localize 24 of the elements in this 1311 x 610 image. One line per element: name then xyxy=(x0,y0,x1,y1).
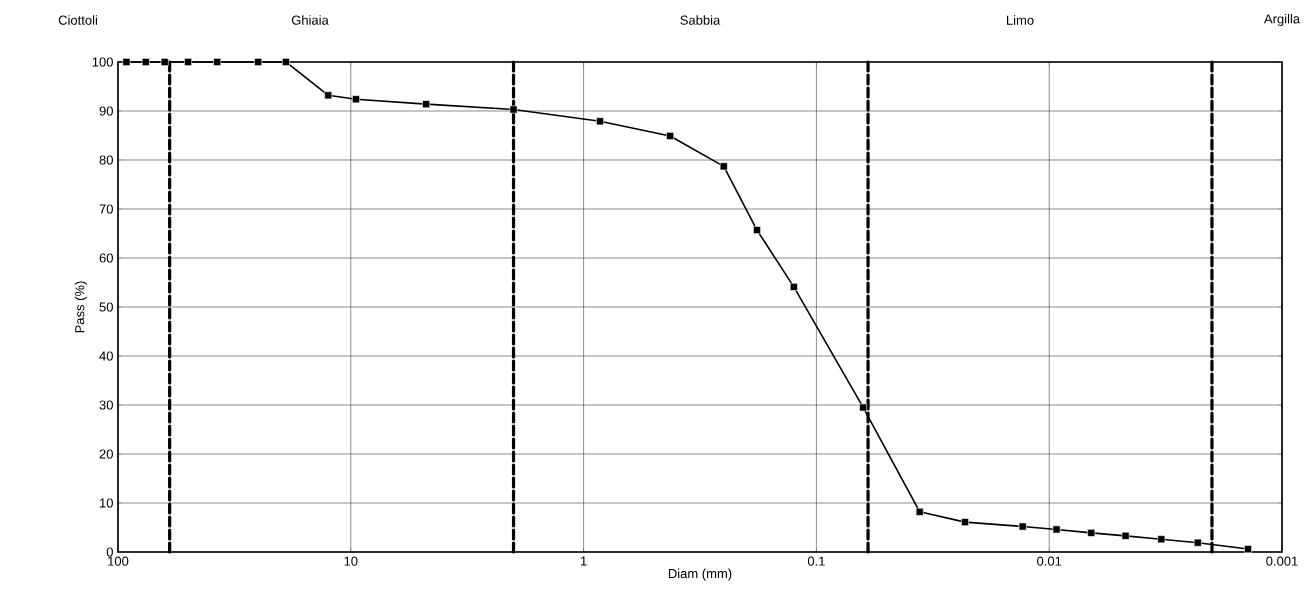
x-tick-label: 10 xyxy=(344,556,358,566)
text: Argilla xyxy=(1263,13,1301,27)
y-tick-label: 80 xyxy=(99,155,113,165)
text: Ciottoli xyxy=(58,15,97,25)
x-tick-label: 0.01 xyxy=(1037,556,1062,566)
y-tick-label: 10 xyxy=(99,498,113,508)
y-axis-title: Pass (%) xyxy=(74,281,87,333)
y-tick-label: 30 xyxy=(99,400,113,410)
y-tick-label: 60 xyxy=(99,253,113,263)
x-tick-label: 0.1 xyxy=(807,556,825,566)
y-tick-label: 100 xyxy=(92,57,113,67)
y-tick-label: 90 xyxy=(99,106,113,116)
y-tick-label: 40 xyxy=(99,351,113,361)
text: Ghiaia xyxy=(291,15,329,25)
x-tick-label: 0.001 xyxy=(1266,556,1298,566)
y-tick-label: 70 xyxy=(99,204,113,214)
x-axis-title: Diam (mm) xyxy=(668,568,732,581)
x-tick-label: 1 xyxy=(580,556,587,566)
x-tick-label: 100 xyxy=(108,556,129,566)
y-tick-label: 0 xyxy=(106,547,113,557)
text: Sabbia xyxy=(680,15,721,25)
y-tick-label: 50 xyxy=(99,302,113,312)
text: Limo xyxy=(1006,15,1034,25)
y-tick-label: 20 xyxy=(99,449,113,459)
